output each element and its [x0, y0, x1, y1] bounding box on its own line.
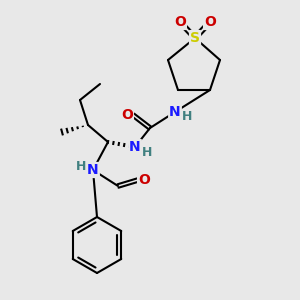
Text: O: O — [174, 15, 186, 29]
Text: O: O — [121, 108, 133, 122]
Text: O: O — [138, 173, 150, 187]
Text: O: O — [204, 15, 216, 29]
Text: N: N — [129, 140, 141, 154]
Text: H: H — [76, 160, 86, 172]
Text: N: N — [87, 163, 99, 177]
Text: H: H — [142, 146, 152, 158]
Text: N: N — [169, 105, 181, 119]
Text: S: S — [190, 31, 200, 45]
Text: H: H — [182, 110, 192, 124]
